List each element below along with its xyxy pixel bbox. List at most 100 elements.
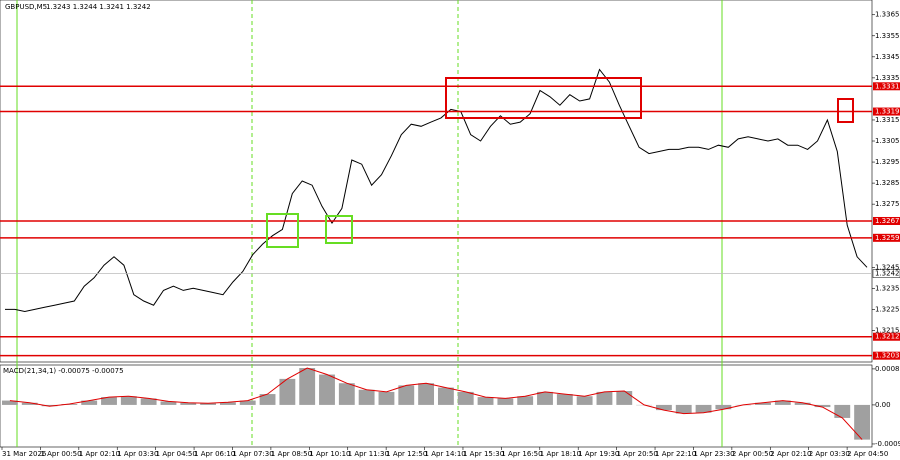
y-tick-label: 1.3235 xyxy=(875,284,900,292)
x-tick-label: 2 Apr 02:10 xyxy=(770,450,811,458)
highlight-box xyxy=(325,215,353,244)
macd-bar xyxy=(21,402,38,405)
level-label-bg xyxy=(873,216,900,225)
macd-bar xyxy=(358,389,375,405)
x-tick-label: 1 Apr 18:10 xyxy=(540,450,581,458)
x-tick-label: 1 Apr 16:50 xyxy=(501,450,542,458)
macd-bar xyxy=(854,404,871,440)
quote: 1.3243 1.3244 1.3241 1.3242 xyxy=(46,3,151,11)
price-panel xyxy=(0,0,873,363)
macd-bar xyxy=(537,391,553,405)
macd-bar xyxy=(596,391,613,405)
macd-bar xyxy=(437,387,454,405)
y-tick-label: 1.3345 xyxy=(875,53,900,61)
macd-bar xyxy=(319,374,335,405)
level-label: 1.3267 xyxy=(875,217,900,225)
y-tick-label: 1.3225 xyxy=(875,305,900,313)
x-tick-label: 2 Apr 00:50 xyxy=(732,450,773,458)
x-tick-label: 1 Apr 11:30 xyxy=(348,450,389,458)
macd-bar xyxy=(418,383,435,405)
level-label-bg xyxy=(873,351,900,360)
macd-bar xyxy=(715,404,732,410)
macd-bar xyxy=(814,404,831,408)
x-tick-label: 1 Apr 02:10 xyxy=(79,450,120,458)
macd-bar xyxy=(279,378,296,405)
macd-bar xyxy=(398,385,415,405)
macd-bar xyxy=(1,400,18,405)
macd-bar xyxy=(616,391,633,405)
current-price-label: 1.3242 xyxy=(875,270,900,278)
y-tick-label: 1.3315 xyxy=(875,116,900,124)
macd-bar xyxy=(259,394,276,405)
level-label-bg xyxy=(873,332,900,341)
macd-bar xyxy=(774,400,791,405)
y-tick-label: 1.3355 xyxy=(875,32,900,40)
level-label: 1.3203 xyxy=(875,352,900,360)
macd-bar xyxy=(140,398,157,405)
y-tick-label: 1.3295 xyxy=(875,158,900,166)
x-tick-label: 1 Apr 07:30 xyxy=(232,450,273,458)
y-tick-label: 0.00083 xyxy=(875,365,900,373)
level-label: 1.3331 xyxy=(875,82,900,90)
chart-title: GBPUSD,M5 xyxy=(5,3,47,11)
macd-title: MACD(21,34,1) -0.00075 -0.00075 xyxy=(3,367,124,375)
level-label-bg xyxy=(873,107,900,116)
macd-bar xyxy=(834,404,851,418)
macd-bar xyxy=(457,391,474,405)
y-tick-label: 1.3285 xyxy=(875,179,900,187)
highlight-box xyxy=(837,98,854,123)
macd-bar xyxy=(655,404,672,411)
highlight-box xyxy=(445,77,642,119)
x-tick-label: 1 Apr 14:10 xyxy=(425,450,466,458)
y-tick-label: 1.3365 xyxy=(875,11,900,19)
signal-line xyxy=(9,367,863,440)
x-tick-label: 1 Apr 22:10 xyxy=(655,450,696,458)
level-label: 1.3212 xyxy=(875,333,900,341)
macd-bar xyxy=(101,397,117,405)
macd-bar xyxy=(794,402,811,405)
x-tick-label: 2 Apr 03:30 xyxy=(809,450,850,458)
macd-bar xyxy=(200,403,217,405)
y-tick-label: 1.3275 xyxy=(875,200,900,208)
macd-bar xyxy=(695,404,712,413)
level-label-bg xyxy=(873,233,900,242)
x-tick-label: 1 Apr 20:50 xyxy=(617,450,658,458)
macd-bar xyxy=(576,396,593,405)
macd-bar xyxy=(239,400,256,405)
macd-bar xyxy=(675,404,692,414)
x-tick-label: 1 Apr 10:10 xyxy=(309,450,350,458)
macd-panel xyxy=(0,364,873,448)
macd-bar xyxy=(517,396,534,405)
level-label-bg xyxy=(873,82,900,91)
x-tick-label: 2 Apr 04:50 xyxy=(847,450,888,458)
macd-bar xyxy=(41,404,58,407)
macd-bar xyxy=(378,391,395,405)
price-line xyxy=(5,68,868,313)
macd-bar xyxy=(755,402,771,405)
macd-bar xyxy=(477,397,494,405)
highlight-box xyxy=(266,213,299,248)
macd-bar xyxy=(160,401,177,405)
macd-bar xyxy=(299,368,316,405)
level-label: 1.3259 xyxy=(875,234,900,242)
macd-bar xyxy=(180,402,197,405)
x-tick-label: 1 Apr 04:50 xyxy=(156,450,197,458)
x-tick-label: 1 Apr 08:50 xyxy=(271,450,312,458)
y-tick-label: 1.3215 xyxy=(875,326,900,334)
level-label: 1.3319 xyxy=(875,108,900,116)
x-tick-label: 1 Apr 23:30 xyxy=(693,450,734,458)
macd-bar xyxy=(81,400,98,405)
x-tick-label: 31 Mar 2026 xyxy=(2,450,47,458)
x-tick-label: 1 Apr 03:30 xyxy=(117,450,158,458)
y-tick-label: 1.3245 xyxy=(875,263,900,271)
y-tick-label: 0.00 xyxy=(875,401,891,409)
x-tick-label: 1 Apr 06:10 xyxy=(194,450,235,458)
x-tick-label: 1 Apr 00:50 xyxy=(40,450,81,458)
x-tick-label: 1 Apr 19:30 xyxy=(578,450,619,458)
y-tick-label: 1.3335 xyxy=(875,74,900,82)
y-tick-label: 1.3305 xyxy=(875,137,900,145)
x-tick-label: 1 Apr 12:50 xyxy=(386,450,427,458)
macd-bar xyxy=(120,396,137,405)
current-price-bg xyxy=(872,269,900,278)
